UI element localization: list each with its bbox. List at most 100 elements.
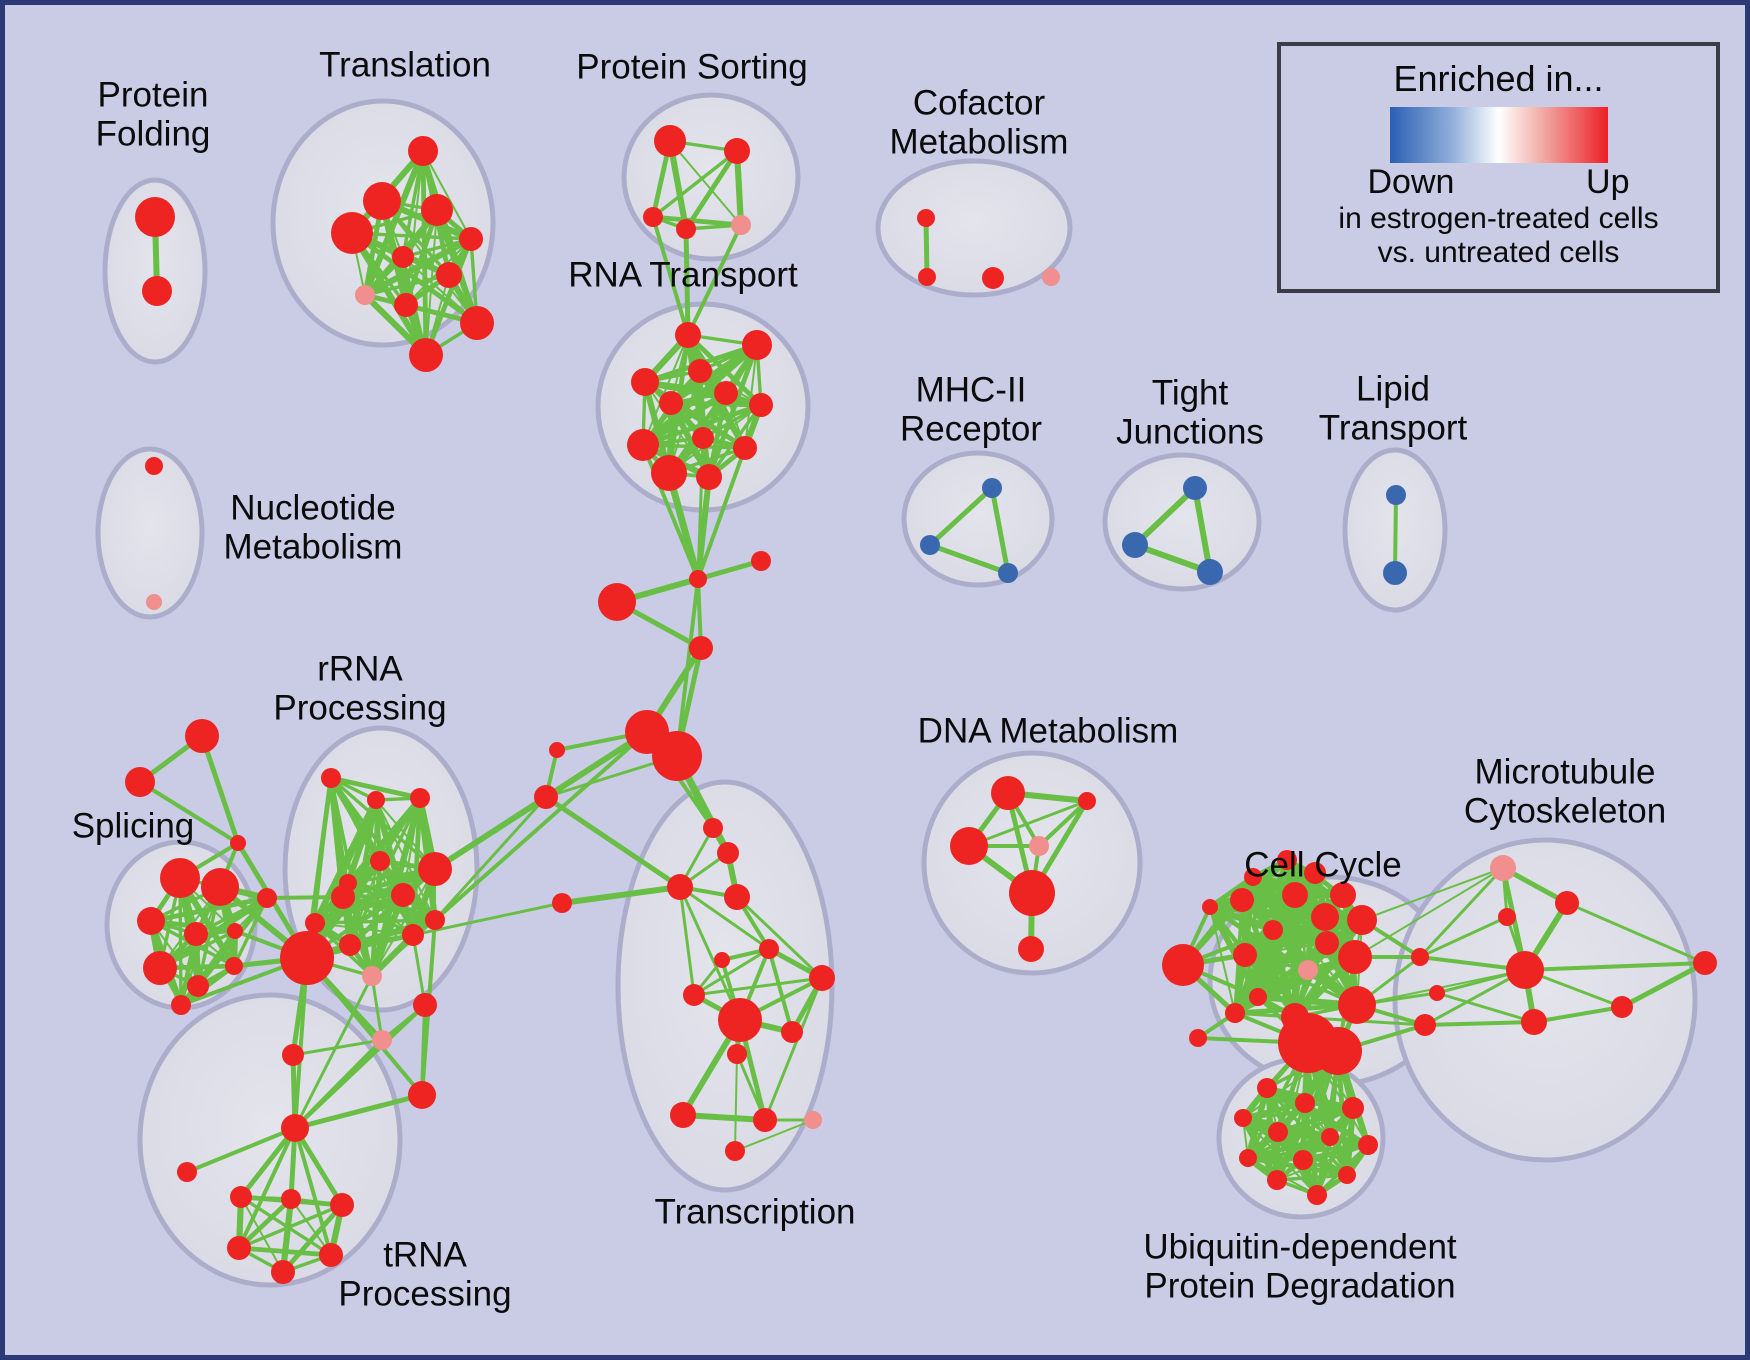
node-cell-cycle-12 — [1249, 988, 1267, 1006]
edge-rrna-processing — [328, 775, 423, 801]
node-connectors-2 — [1414, 1014, 1436, 1036]
edge-trna-processing — [237, 1203, 344, 1250]
node-mhc-ii-receptor-2 — [998, 563, 1018, 583]
node-translation-3 — [331, 212, 373, 254]
node-rrna-processing-10 — [280, 931, 334, 985]
edge-translation — [361, 235, 475, 299]
edge-link-left-chain-transcription — [543, 794, 683, 890]
edge-link-connectors-microtubule-cytoskeleton — [1435, 991, 1536, 1024]
node-rrna-processing-9 — [362, 966, 382, 986]
cluster-ellipse-nucleotide-metabolism — [95, 446, 205, 620]
edge-microtubule-cytoskeleton — [1619, 960, 1708, 1010]
node-transcription-5 — [759, 939, 779, 959]
edge-translation — [401, 149, 425, 259]
edge-trna-processing — [293, 1126, 333, 1257]
node-translation-2 — [421, 194, 453, 226]
node-translation-6 — [436, 262, 462, 288]
cluster-label-cofactor-metabolism: Cofactor — [913, 83, 1046, 122]
node-ubiquitin-4 — [1342, 1097, 1364, 1119]
node-protein-sorting-4 — [731, 215, 751, 235]
node-mhc-ii-receptor-1 — [920, 535, 940, 555]
edge-link-trna-processing-rrna-processing — [292, 1092, 425, 1131]
node-ubiquitin-12 — [1267, 1170, 1287, 1190]
edge-link-connectors-microtubule-cytoskeleton — [1423, 968, 1527, 1027]
edge-splicing — [232, 896, 269, 968]
edge-mhc-ii-receptor — [927, 485, 995, 548]
node-cell-cycle-16 — [1263, 920, 1283, 940]
cluster-label-trna-processing: tRNA — [383, 1235, 467, 1274]
edge-rrna-processing — [305, 956, 424, 1097]
node-transcription-13 — [804, 1111, 822, 1129]
node-rrna-processing-5 — [418, 852, 452, 886]
node-splicing-8 — [257, 888, 277, 908]
edge-translation — [348, 229, 430, 359]
edge-rna-transport — [641, 378, 765, 409]
edge-protein-sorting — [683, 148, 740, 232]
node-translation-10 — [409, 338, 443, 372]
node-lipid-transport-0 — [1386, 485, 1406, 505]
cluster-label-rrna-processing: rRNA — [317, 649, 403, 688]
edge-rna-transport — [640, 402, 764, 448]
edge-lipid-transport — [1393, 493, 1398, 575]
cluster-label-protein-sorting: Protein Sorting — [576, 47, 808, 86]
node-splicing-3 — [184, 922, 208, 946]
edge-rna-transport — [642, 334, 689, 446]
node-rrna-processing-12 — [402, 924, 424, 946]
node-cofactor-metabolism-3 — [1042, 268, 1060, 286]
node-trna-processing-5 — [227, 1236, 251, 1260]
node-trna-processing-6 — [271, 1260, 295, 1284]
cluster-label-splicing: Splicing — [72, 806, 195, 845]
edge-link-protein-sorting-rna-transport — [686, 223, 743, 337]
node-transcription-12 — [753, 1108, 777, 1132]
cluster-ellipse-cofactor-metabolism — [875, 158, 1073, 298]
node-chain-1 — [751, 551, 771, 571]
node-rna-transport-11 — [696, 464, 722, 490]
node-dna-metabolism-2 — [950, 827, 988, 865]
node-protein-sorting-1 — [724, 138, 750, 164]
node-free-triangle-2 — [230, 835, 246, 851]
node-transcription-2 — [667, 874, 693, 900]
node-cell-cycle-3 — [1244, 868, 1262, 886]
edge-rrna-processing — [371, 868, 436, 977]
edge-protein-sorting — [651, 149, 739, 219]
node-lipid-transport-1 — [1383, 561, 1407, 585]
node-nucleotide-metabolism-1 — [146, 594, 162, 610]
cluster-label-ubiquitin: Protein Degradation — [1144, 1266, 1455, 1305]
node-transcription-1 — [717, 842, 739, 864]
node-translation-5 — [392, 246, 414, 268]
nodes-layer — [125, 125, 1717, 1284]
node-cell-cycle-8 — [1311, 903, 1339, 931]
edge-transcription — [678, 885, 771, 951]
edge-transcription — [735, 895, 824, 980]
edge-ubiquitin — [1242, 1117, 1318, 1196]
legend-gradient-bar — [1389, 107, 1608, 163]
edge-ubiquitin — [1276, 1144, 1369, 1181]
edge-transcription — [734, 1119, 814, 1152]
cluster-label-dna-metabolism: DNA Metabolism — [918, 711, 1179, 750]
cluster-label-lipid-transport: Lipid — [1356, 369, 1430, 408]
node-cell-cycle-7 — [1347, 905, 1377, 935]
edge-link-connectors-microtubule-cytoskeleton — [1418, 866, 1505, 959]
cluster-label-mhc-ii-receptor: MHC-II — [916, 370, 1027, 409]
cluster-label-rrna-processing: Processing — [273, 688, 446, 727]
node-cell-cycle-0 — [1162, 944, 1204, 986]
node-rna-transport-6 — [749, 393, 773, 417]
node-splicing-1 — [201, 868, 239, 906]
node-microtubule-cytoskeleton-1 — [1555, 891, 1579, 915]
node-splicing-9 — [171, 995, 191, 1015]
edge-link-connectors-microtubule-cytoskeleton — [1418, 915, 1509, 959]
edge-rna-transport — [639, 389, 730, 449]
legend-box: Enriched in... Down Up in estrogen-treat… — [1277, 42, 1720, 293]
cluster-ellipse-tight-junctions — [1102, 452, 1262, 592]
node-translation-7 — [355, 285, 375, 305]
node-cell-cycle-2 — [1304, 862, 1326, 884]
node-nucleotide-metabolism-0 — [145, 457, 163, 475]
edge-rrna-processing — [291, 1038, 384, 1057]
edge-link-left-chain-rrna-processing — [411, 901, 564, 937]
legend-down-label: Down — [1367, 163, 1455, 201]
node-cell-cycle-18 — [1315, 931, 1339, 955]
node-trna-processing-1 — [177, 1162, 197, 1182]
node-cell-cycle-6 — [1330, 882, 1356, 908]
node-rrna-processing-8 — [305, 913, 325, 933]
